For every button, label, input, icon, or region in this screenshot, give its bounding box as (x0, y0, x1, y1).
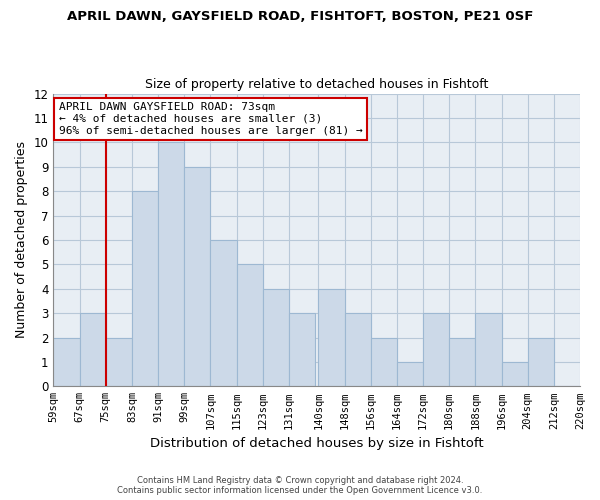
Bar (80, 313, 106, 386)
Bar (344, 313, 371, 386)
Bar (263, 288, 289, 386)
Bar (132, 191, 158, 386)
Bar (158, 142, 184, 386)
Bar (397, 362, 423, 386)
Bar (184, 166, 211, 386)
Text: APRIL DAWN GAYSFIELD ROAD: 73sqm
← 4% of detached houses are smaller (3)
96% of : APRIL DAWN GAYSFIELD ROAD: 73sqm ← 4% of… (59, 102, 362, 136)
Bar (423, 313, 449, 386)
Bar (289, 313, 315, 386)
Bar (371, 338, 397, 386)
Bar (106, 338, 132, 386)
Text: Contains HM Land Registry data © Crown copyright and database right 2024.
Contai: Contains HM Land Registry data © Crown c… (118, 476, 482, 495)
Bar (211, 240, 236, 386)
Bar (475, 313, 502, 386)
Bar (53, 338, 80, 386)
X-axis label: Distribution of detached houses by size in Fishtoft: Distribution of detached houses by size … (150, 437, 484, 450)
Text: APRIL DAWN, GAYSFIELD ROAD, FISHTOFT, BOSTON, PE21 0SF: APRIL DAWN, GAYSFIELD ROAD, FISHTOFT, BO… (67, 10, 533, 23)
Bar (236, 264, 263, 386)
Bar (527, 338, 554, 386)
Title: Size of property relative to detached houses in Fishtoft: Size of property relative to detached ho… (145, 78, 488, 91)
Bar (319, 288, 344, 386)
Bar (502, 362, 527, 386)
Y-axis label: Number of detached properties: Number of detached properties (15, 142, 28, 338)
Bar (449, 338, 475, 386)
